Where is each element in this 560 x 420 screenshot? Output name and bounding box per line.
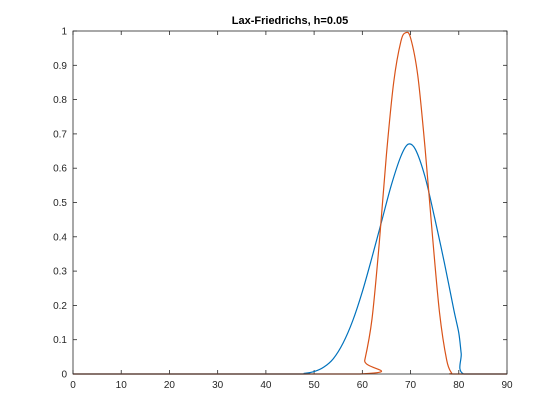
y-tick-label: 0.7 (53, 129, 67, 140)
y-tick-label: 0.9 (53, 61, 67, 72)
y-tick-label: 0 (61, 370, 67, 381)
y-tick-label: 0.8 (53, 95, 67, 106)
y-tick-label: 0.6 (53, 164, 67, 175)
x-tick-label: 0 (70, 380, 76, 391)
x-tick-label: 50 (309, 380, 321, 391)
y-tick-label: 0.2 (53, 301, 67, 312)
x-tick-label: 80 (453, 380, 465, 391)
chart-title: Lax-Friedrichs, h=0.05 (232, 15, 348, 27)
series-line-2 (72, 31, 508, 375)
series-line-1 (72, 143, 508, 375)
x-tick-label: 30 (212, 380, 224, 391)
y-tick-label: 1 (61, 27, 67, 38)
plot-box (72, 30, 508, 375)
x-tick-label: 10 (116, 380, 128, 391)
x-tick-label: 90 (501, 380, 513, 391)
x-tick-label: 40 (260, 380, 272, 391)
y-tick-label: 0.3 (53, 267, 67, 278)
x-tick-label: 70 (405, 380, 417, 391)
series-layer (72, 31, 508, 375)
y-tick-label: 0.1 (53, 335, 67, 346)
y-tick-label: 0.5 (53, 198, 67, 209)
plot-area (73, 31, 507, 374)
x-tick-label: 60 (357, 380, 369, 391)
x-tick-label: 20 (164, 380, 176, 391)
y-tick-label: 0.4 (53, 232, 67, 243)
